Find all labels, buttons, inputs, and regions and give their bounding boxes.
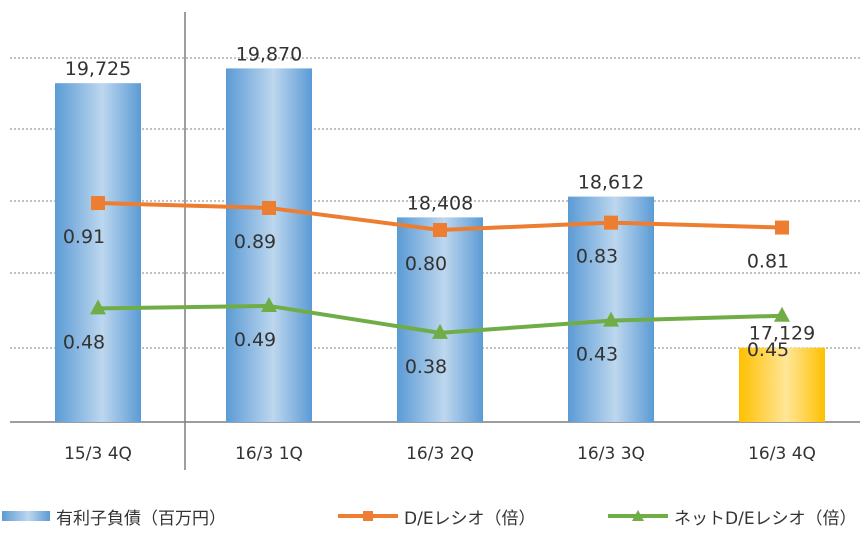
line-value-label-0-2: 0.80 — [405, 253, 447, 275]
line-value-label-1-1: 0.49 — [234, 329, 276, 351]
marker-1-1 — [261, 296, 277, 312]
bar-1 — [226, 68, 312, 423]
line-value-label-0-4: 0.81 — [747, 251, 789, 273]
bar-series — [55, 68, 825, 423]
data-labels: 19,725 19,870 18,408 18,612 17,129 0.91 0.89 0.… — [63, 43, 815, 377]
x-tick-labels: 15/3 4Q 16/3 1Q 16/3 2Q 16/3 3Q 16/3 4Q — [64, 444, 816, 464]
marker-0-0 — [91, 196, 105, 211]
legend-label-debt: 有利子負債（百万円） — [56, 508, 226, 529]
bar-value-label-1: 19,870 — [236, 43, 302, 65]
line-series-group — [90, 196, 790, 339]
legend: 有利子負債（百万円） D/Eレシオ（倍） ネットD/Eレシオ（倍） — [0, 502, 860, 530]
marker-1-4 — [774, 306, 790, 322]
line-value-label-0-0: 0.91 — [63, 226, 105, 248]
legend-line-swatch-net-de — [608, 510, 668, 521]
legend-line-swatch-de — [338, 511, 398, 521]
line-value-label-1-3: 0.43 — [576, 344, 618, 366]
legend-item-net-de-ratio: ネットD/Eレシオ（倍） — [608, 502, 857, 530]
marker-0-3 — [604, 215, 618, 230]
bar-0 — [55, 83, 141, 423]
marker-0-4 — [775, 220, 789, 235]
x-tick-label-1: 16/3 1Q — [235, 444, 303, 464]
marker-0-1 — [262, 200, 276, 215]
bar-2 — [397, 217, 483, 422]
marker-1-3 — [603, 311, 619, 327]
marker-1-2 — [432, 323, 448, 339]
bar-value-label-2: 18,408 — [407, 192, 473, 214]
x-tick-label-4: 16/3 4Q — [748, 444, 816, 464]
legend-label-de: D/Eレシオ（倍） — [404, 508, 536, 529]
bar-value-label-4: 17,129 — [749, 323, 815, 345]
x-tick-label-0: 15/3 4Q — [64, 444, 132, 464]
line-value-label-0-1: 0.89 — [234, 231, 276, 253]
bar-3 — [568, 196, 654, 422]
legend-item-de-ratio: D/Eレシオ（倍） — [338, 502, 536, 530]
bar-value-label-0: 19,725 — [65, 58, 131, 80]
line-value-label-0-3: 0.83 — [576, 246, 618, 268]
legend-bar-swatch — [2, 511, 50, 521]
marker-0-2 — [433, 223, 447, 237]
bar-value-label-3: 18,612 — [578, 172, 644, 194]
line-value-label-1-0: 0.48 — [63, 331, 105, 353]
x-tick-label-3: 16/3 3Q — [577, 444, 645, 464]
legend-label-net-de: ネットD/Eレシオ（倍） — [674, 508, 857, 529]
line-value-label-1-2: 0.38 — [405, 356, 447, 378]
legend-item-debt: 有利子負債（百万円） — [2, 502, 226, 530]
chart-canvas: 19,725 19,870 18,408 18,612 17,129 0.91 0.89 0.… — [10, 12, 860, 470]
x-tick-label-2: 16/3 2Q — [406, 444, 474, 464]
marker-1-0 — [90, 299, 106, 315]
bar-4 — [739, 347, 825, 422]
line-value-label-1-4: 0.45 — [747, 339, 789, 361]
